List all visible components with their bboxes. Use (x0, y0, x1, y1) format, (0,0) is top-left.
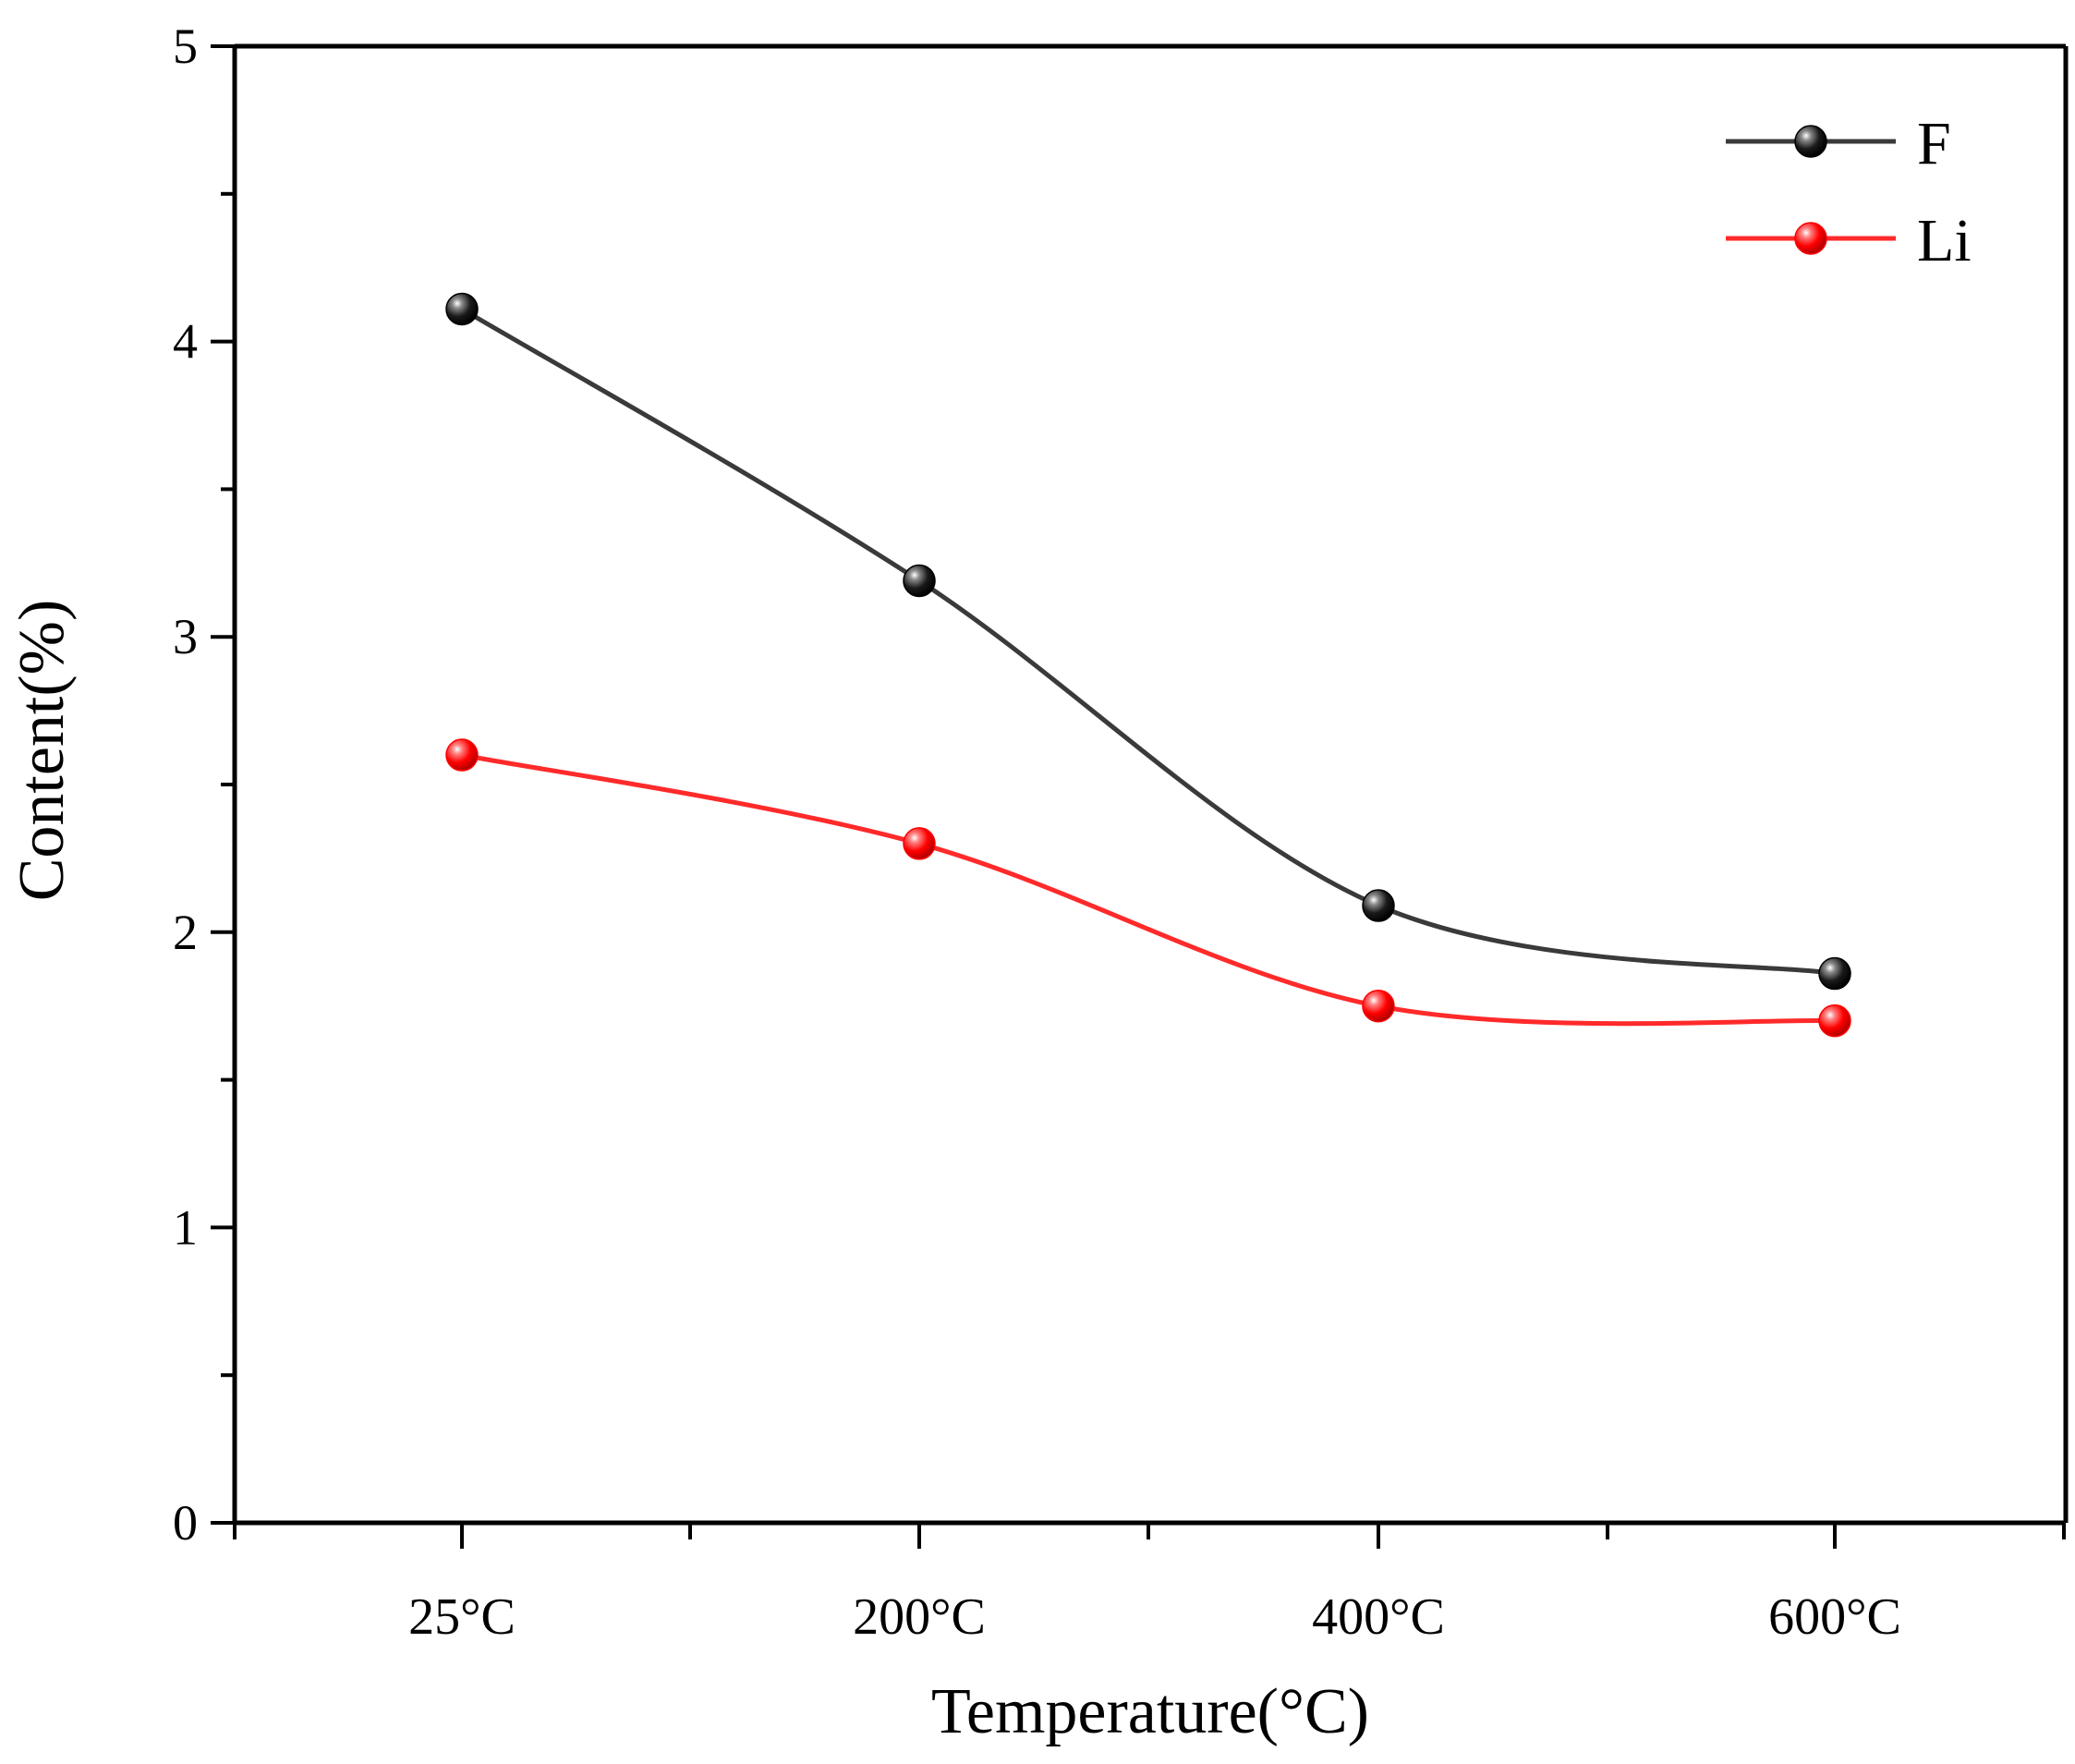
data-point (445, 738, 479, 772)
series-li (445, 738, 1851, 1038)
data-point (1818, 1004, 1851, 1038)
series-line (460, 307, 1836, 977)
y-tick-label: 3 (173, 609, 198, 664)
y-tick-label: 4 (173, 314, 198, 370)
data-point (903, 827, 936, 860)
legend-marker (1794, 222, 1827, 255)
data-point (1362, 989, 1395, 1023)
data-point (445, 292, 479, 326)
y-tick-label: 2 (173, 905, 198, 960)
legend-label: F (1917, 110, 1951, 177)
y-tick-label: 0 (173, 1495, 198, 1551)
legend-marker (1794, 125, 1827, 158)
x-tick-label: 25°C (408, 1588, 516, 1646)
y-tick-label: 1 (173, 1199, 198, 1255)
axes: 0 1 2 3 4 5 25°C 200°C 400°C 600°C (173, 18, 2069, 1646)
series-f (445, 292, 1851, 991)
y-tick-label: 5 (173, 18, 198, 74)
x-tick-label: 200°C (853, 1588, 986, 1646)
x-tick-label: 600°C (1768, 1588, 1901, 1646)
series-line (461, 752, 1836, 1027)
y-axis-label: Content(%) (6, 600, 78, 902)
series-layer (445, 292, 1851, 1038)
data-point (1818, 956, 1851, 991)
data-point (1362, 889, 1395, 922)
data-point (903, 564, 936, 598)
x-axis-label: Temperature(°C) (931, 1676, 1369, 1747)
x-tick-label: 400°C (1312, 1588, 1445, 1646)
legend-item-li: Li (1726, 207, 1972, 274)
legend: F Li (1726, 110, 1972, 274)
legend-item-f: F (1726, 110, 1951, 177)
legend-label: Li (1917, 207, 1972, 274)
